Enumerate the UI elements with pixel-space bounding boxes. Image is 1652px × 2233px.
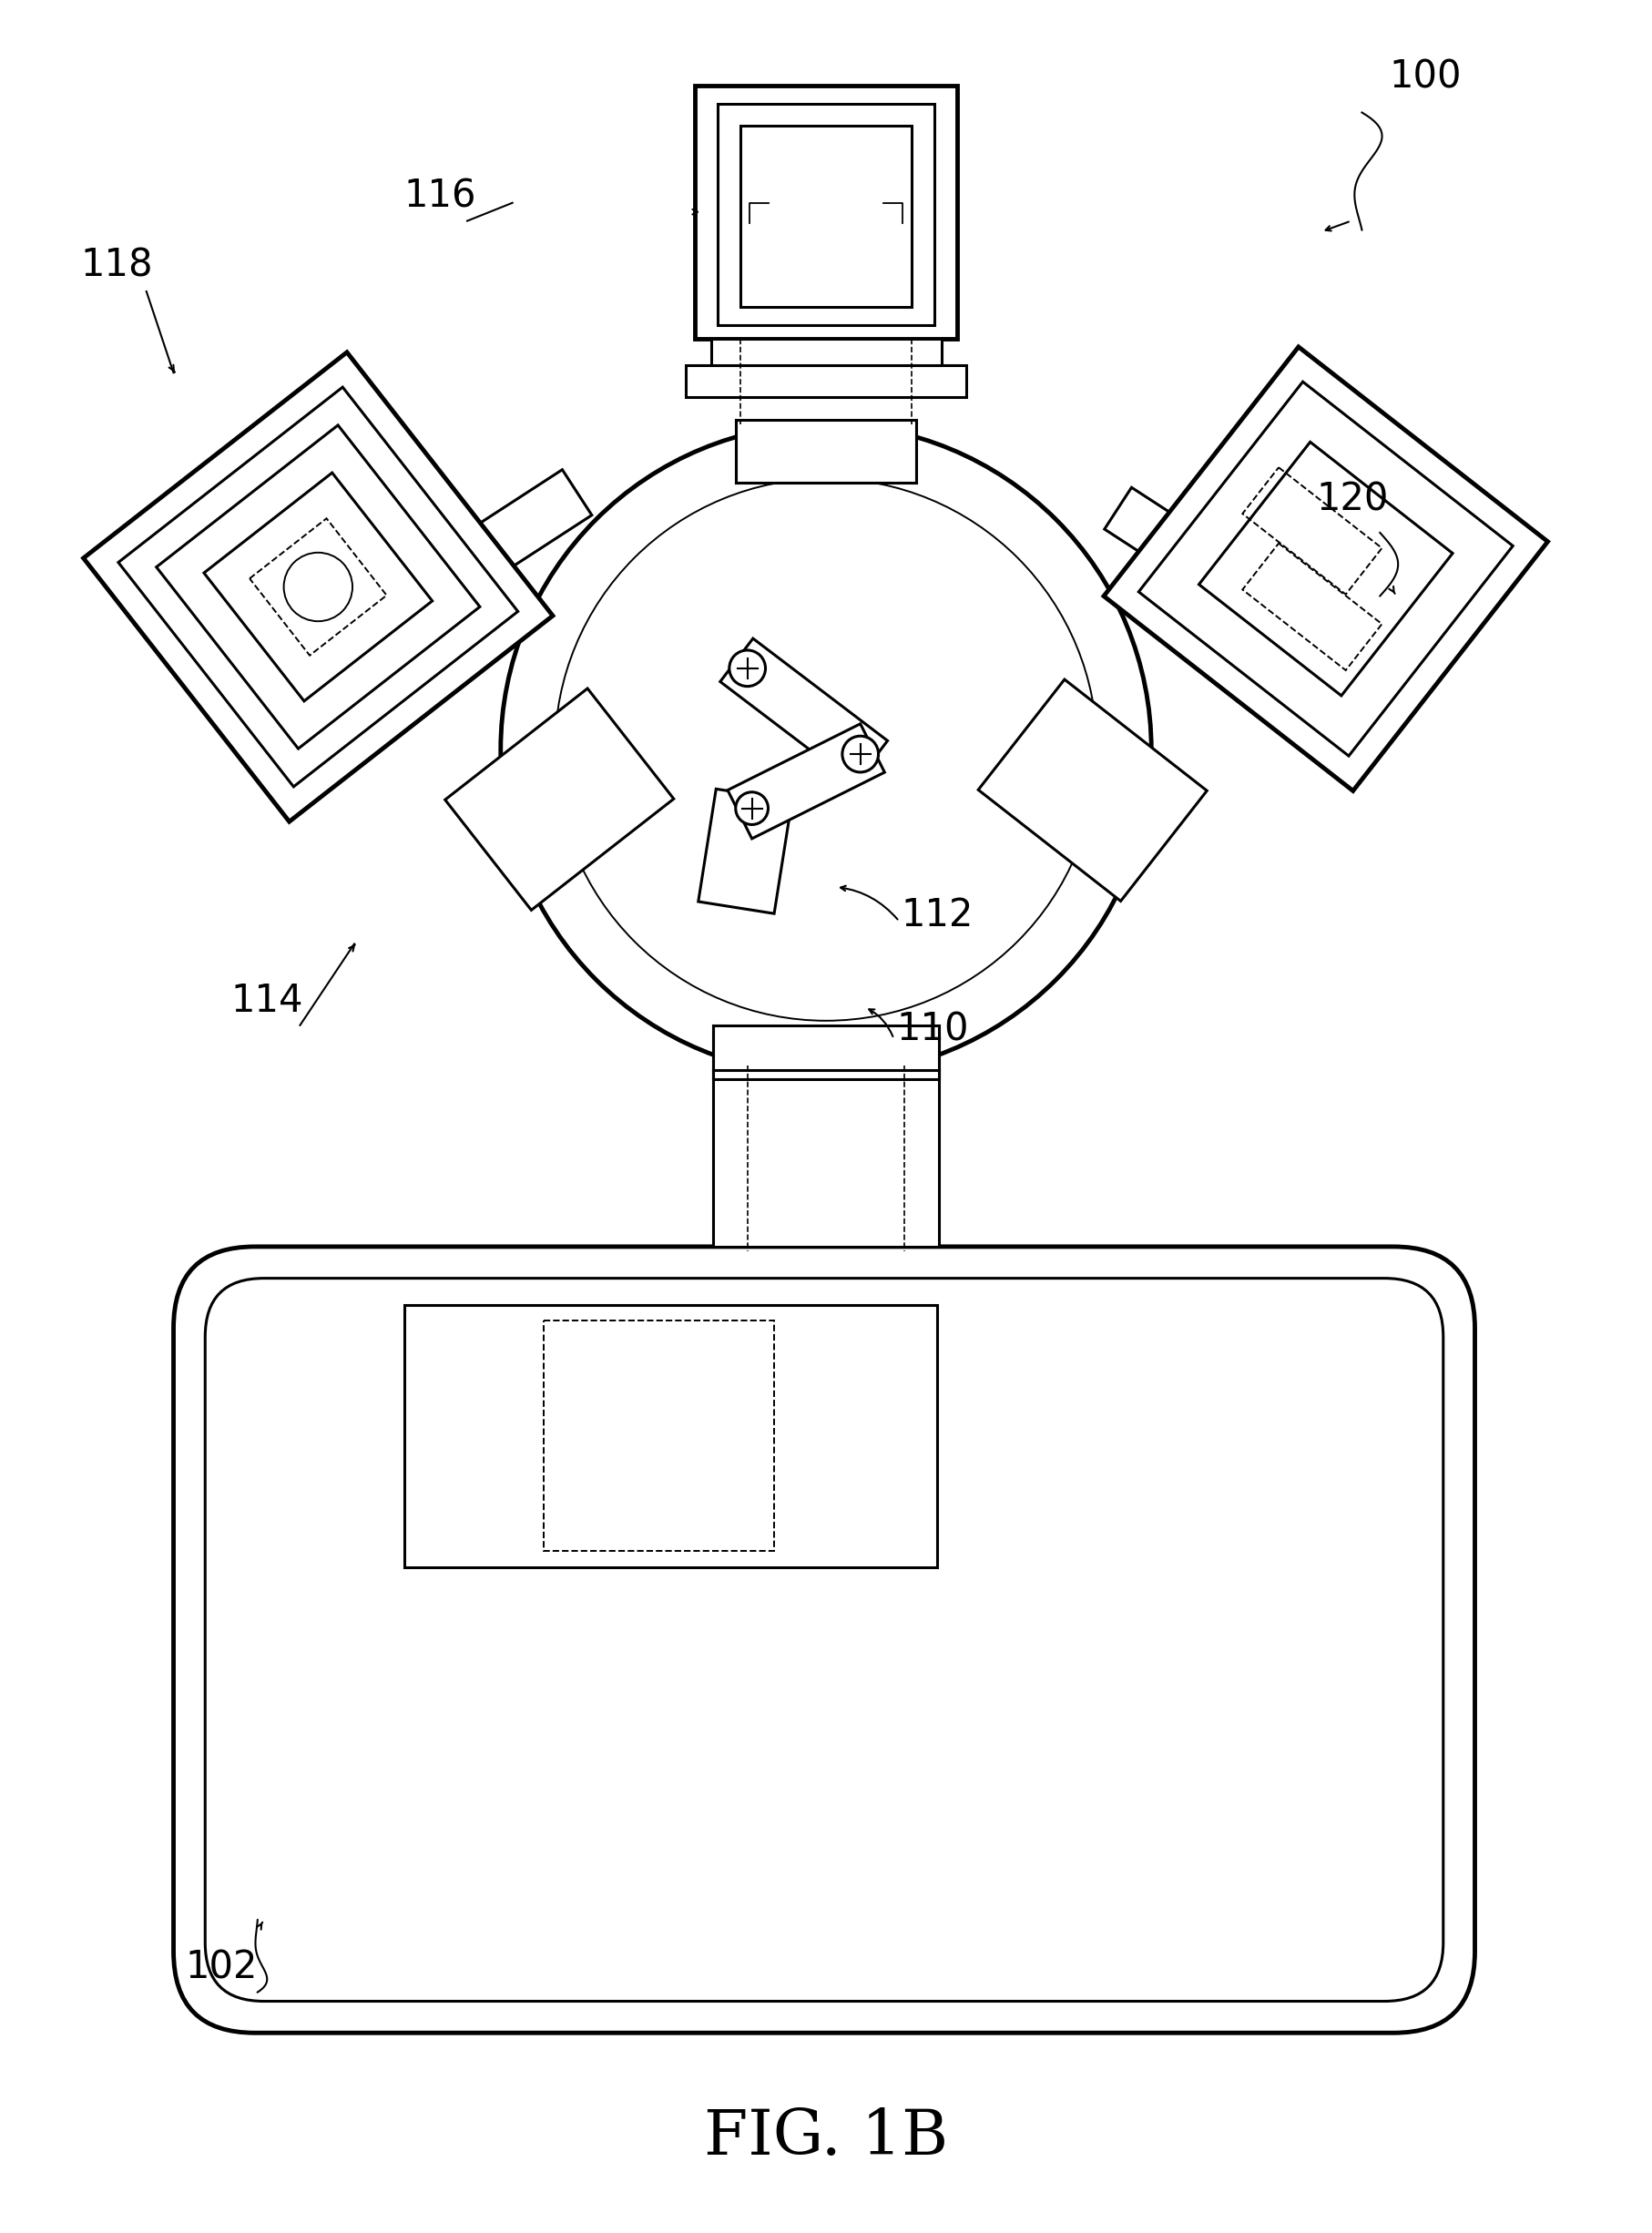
Circle shape (843, 737, 877, 773)
Bar (717, 103, 933, 324)
FancyBboxPatch shape (173, 1246, 1474, 2032)
Text: FIG. 1B: FIG. 1B (704, 2106, 948, 2166)
Circle shape (735, 793, 768, 824)
Polygon shape (727, 723, 884, 840)
Polygon shape (83, 353, 552, 822)
Bar (735, 420, 915, 482)
Polygon shape (119, 386, 517, 786)
Bar (740, 125, 912, 306)
Text: 100: 100 (1388, 58, 1460, 96)
Polygon shape (157, 424, 479, 748)
Circle shape (729, 650, 765, 686)
Polygon shape (1198, 442, 1452, 697)
Polygon shape (406, 469, 591, 616)
Bar (712, 1025, 938, 1079)
Polygon shape (978, 679, 1206, 902)
Text: 110: 110 (895, 1012, 968, 1050)
Text: 118: 118 (81, 246, 154, 284)
Polygon shape (444, 688, 674, 911)
Bar (686, 366, 965, 397)
Text: 112: 112 (900, 895, 973, 933)
Bar (403, 1306, 937, 1568)
Polygon shape (203, 473, 433, 701)
Polygon shape (697, 788, 791, 913)
Polygon shape (720, 639, 887, 784)
Polygon shape (1104, 487, 1260, 612)
Bar (544, 1320, 775, 1552)
Text: 120: 120 (1317, 480, 1388, 518)
Text: 102: 102 (185, 1949, 258, 1987)
Bar (712, 1070, 938, 1246)
Circle shape (501, 424, 1151, 1074)
Polygon shape (1104, 346, 1546, 790)
Polygon shape (1138, 382, 1512, 757)
Text: 116: 116 (403, 176, 476, 217)
Bar (694, 85, 957, 339)
Bar (710, 339, 942, 366)
Text: 114: 114 (230, 983, 302, 1020)
